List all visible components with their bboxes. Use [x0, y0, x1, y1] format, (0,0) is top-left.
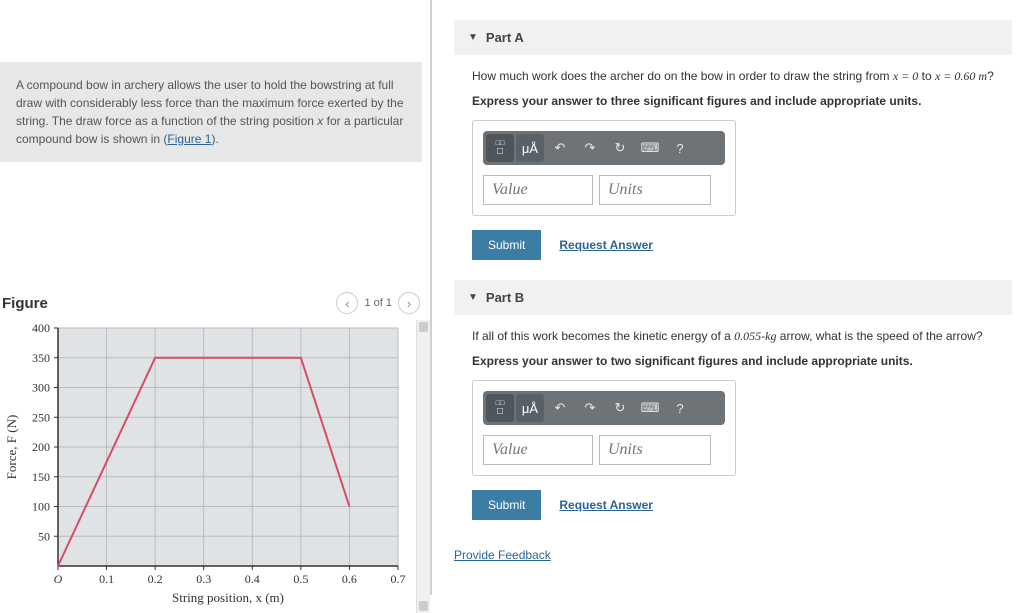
reset-icon[interactable]: ↻ [606, 134, 634, 162]
figure-scrollbar[interactable] [416, 320, 430, 613]
part-a-question: How much work does the archer do on the … [472, 69, 1008, 84]
undo-icon[interactable]: ↶ [546, 394, 574, 422]
answer-toolbar: □□□ μÅ ↶ ↷ ↻ ⌨ ? [483, 131, 725, 165]
svg-text:Force, F (N): Force, F (N) [4, 415, 19, 480]
part-b-title: Part B [486, 290, 524, 305]
provide-feedback-link[interactable]: Provide Feedback [454, 548, 551, 562]
problem-statement: A compound bow in archery allows the use… [0, 62, 422, 162]
collapse-icon: ▼ [468, 32, 478, 43]
part-b-header[interactable]: ▼ Part B [454, 280, 1012, 315]
figure-next-button[interactable]: › [398, 292, 420, 314]
units-symbol-icon[interactable]: μÅ [516, 394, 544, 422]
svg-text:0.1: 0.1 [99, 572, 114, 586]
svg-text:0.4: 0.4 [245, 572, 260, 586]
part-a-submit-button[interactable]: Submit [472, 230, 541, 260]
svg-text:0.5: 0.5 [293, 572, 308, 586]
help-icon[interactable]: ? [666, 134, 694, 162]
svg-text:100: 100 [32, 500, 50, 514]
part-b-submit-button[interactable]: Submit [472, 490, 541, 520]
svg-text:150: 150 [32, 470, 50, 484]
svg-text:0.7: 0.7 [391, 572, 406, 586]
svg-text:250: 250 [32, 410, 50, 424]
part-a-answer-box: □□□ μÅ ↶ ↷ ↻ ⌨ ? [472, 120, 736, 216]
help-icon[interactable]: ? [666, 394, 694, 422]
part-b-value-input[interactable] [483, 435, 593, 465]
svg-text:0.3: 0.3 [196, 572, 211, 586]
figure-chart: O 0.1 0.2 0.3 0.4 0.5 0.6 0.7 50 100 150 200 250 300 3… [0, 320, 430, 613]
figure-prev-button[interactable]: ‹ [336, 292, 358, 314]
part-a-value-input[interactable] [483, 175, 593, 205]
part-a-units-input[interactable] [599, 175, 711, 205]
svg-text:O: O [54, 572, 63, 586]
part-b-request-answer-link[interactable]: Request Answer [559, 498, 653, 512]
reset-icon[interactable]: ↻ [606, 394, 634, 422]
part-b-answer-box: □□□ μÅ ↶ ↷ ↻ ⌨ ? [472, 380, 736, 476]
redo-icon[interactable]: ↷ [576, 394, 604, 422]
keyboard-icon[interactable]: ⌨ [636, 394, 664, 422]
force-position-chart: O 0.1 0.2 0.3 0.4 0.5 0.6 0.7 50 100 150 200 250 300 3… [0, 320, 418, 610]
undo-icon[interactable]: ↶ [546, 134, 574, 162]
part-a-request-answer-link[interactable]: Request Answer [559, 238, 653, 252]
part-a-title: Part A [486, 30, 524, 45]
keyboard-icon[interactable]: ⌨ [636, 134, 664, 162]
svg-text:200: 200 [32, 440, 50, 454]
figure-link[interactable]: Figure 1 [167, 132, 211, 146]
svg-text:String position, x (m): String position, x (m) [172, 590, 284, 605]
part-b-instruction: Express your answer to two significant f… [472, 354, 1008, 368]
answer-toolbar: □□□ μÅ ↶ ↷ ↻ ⌨ ? [483, 391, 725, 425]
part-b-units-input[interactable] [599, 435, 711, 465]
template-icon[interactable]: □□□ [486, 134, 514, 162]
collapse-icon: ▼ [468, 292, 478, 303]
svg-text:300: 300 [32, 381, 50, 395]
svg-text:50: 50 [38, 529, 50, 543]
redo-icon[interactable]: ↷ [576, 134, 604, 162]
part-a-header[interactable]: ▼ Part A [454, 20, 1012, 55]
part-b-question: If all of this work becomes the kinetic … [472, 329, 1008, 344]
template-icon[interactable]: □□□ [486, 394, 514, 422]
figure-title: Figure [2, 295, 48, 312]
svg-text:0.6: 0.6 [342, 572, 357, 586]
part-a-instruction: Express your answer to three significant… [472, 94, 1008, 108]
svg-text:0.2: 0.2 [148, 572, 163, 586]
figure-counter: 1 of 1 [364, 297, 392, 309]
problem-text-post: ). [211, 132, 218, 146]
units-symbol-icon[interactable]: μÅ [516, 134, 544, 162]
svg-text:400: 400 [32, 321, 50, 335]
svg-text:350: 350 [32, 351, 50, 365]
